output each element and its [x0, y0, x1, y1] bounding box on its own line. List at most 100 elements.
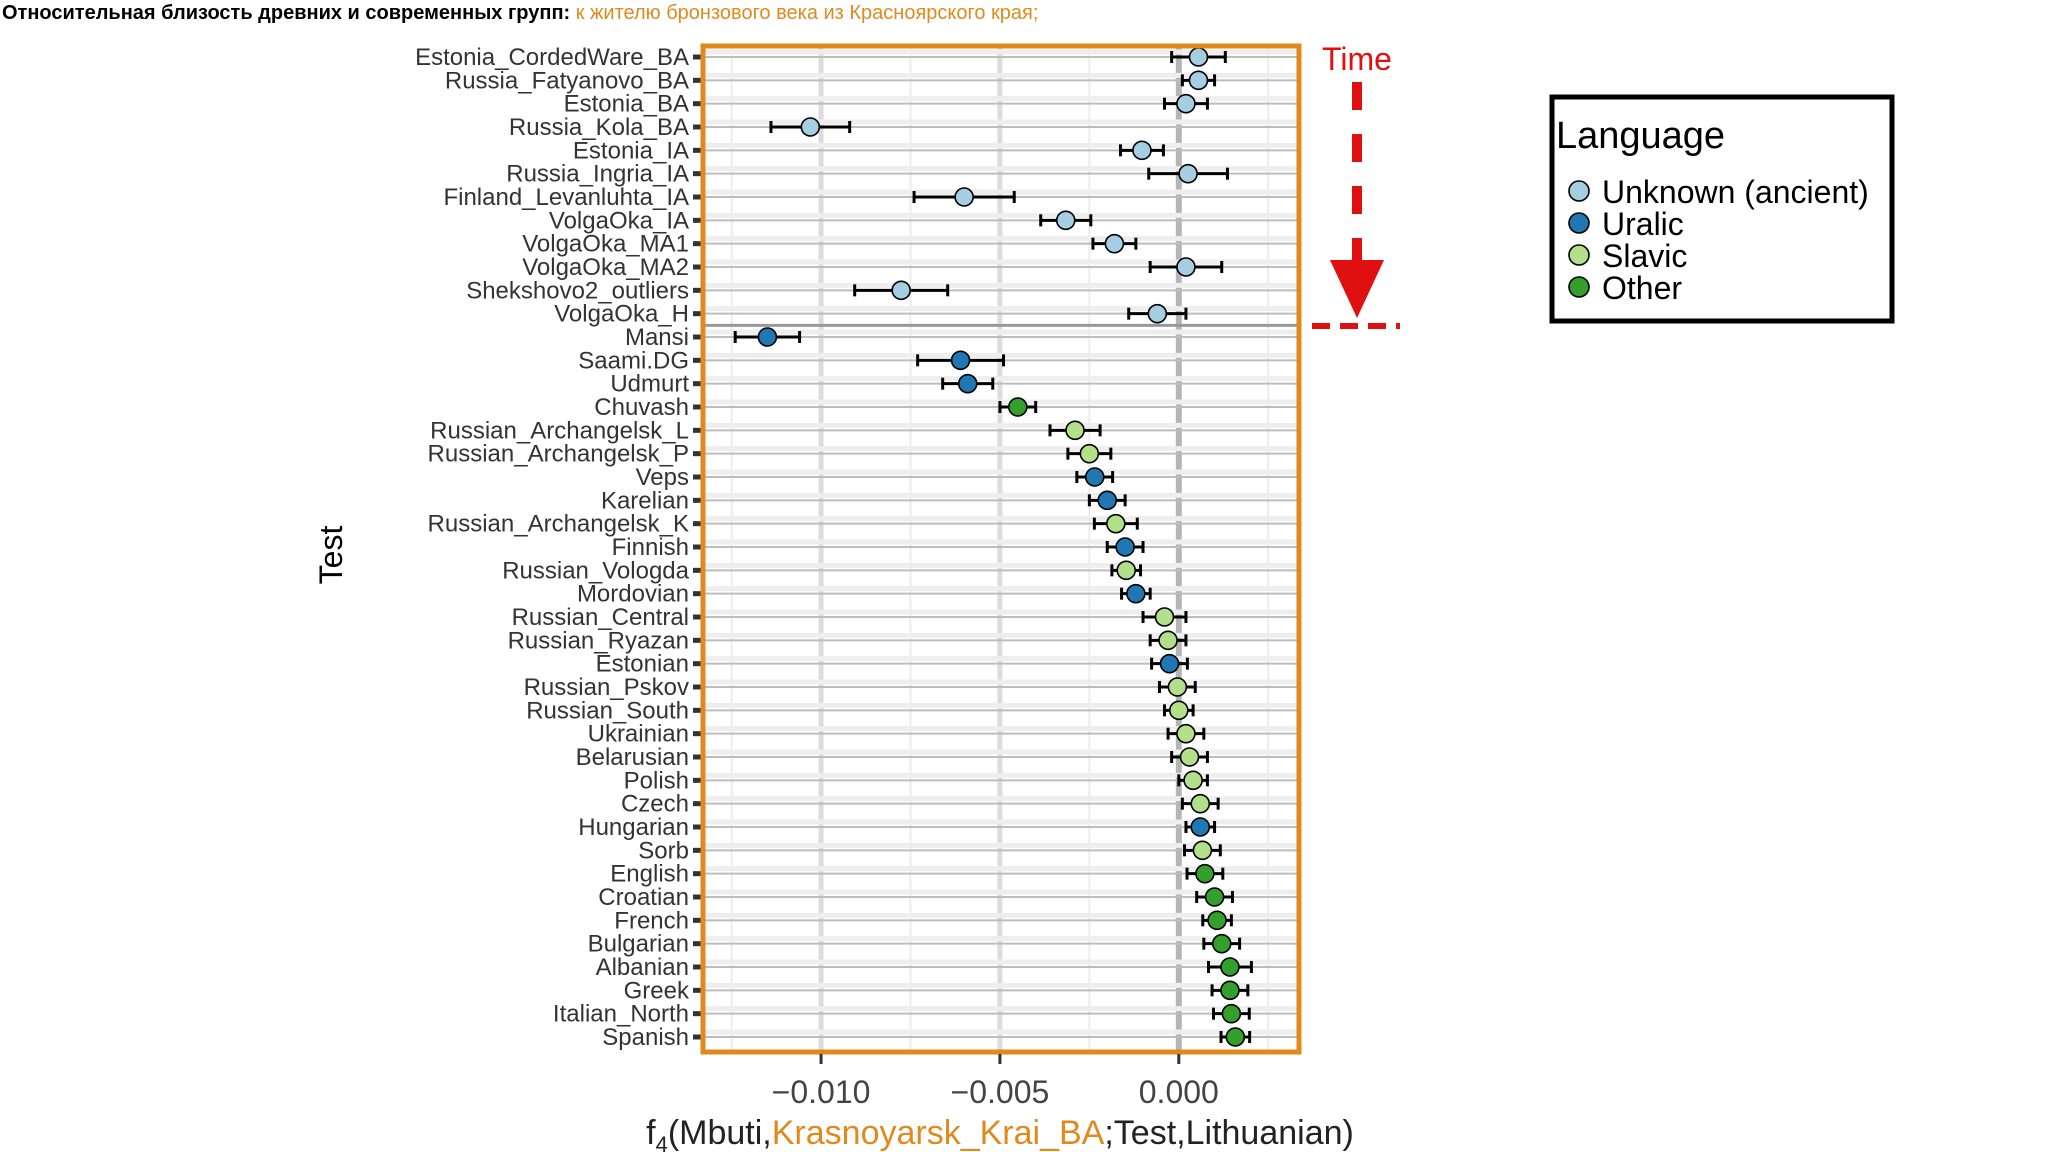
data-point: [1132, 140, 1152, 161]
data-point: [1106, 513, 1126, 534]
y-tick-label: Chuvash: [594, 394, 689, 421]
y-tick-label: Hungarian: [578, 814, 689, 841]
data-point: [950, 350, 971, 371]
y-tick-label: Czech: [621, 791, 689, 818]
y-tick-label: Estonian: [596, 651, 689, 678]
data-point: [1188, 70, 1209, 91]
data-point: [954, 187, 974, 207]
data-point: [800, 117, 821, 137]
y-tick-label: Karelian: [601, 487, 689, 514]
y-tick-label: Shekshovo2_outliers: [466, 277, 689, 304]
x-tick-label: 0.000: [1139, 1074, 1219, 1110]
y-tick-label: Udmurt: [610, 371, 689, 398]
x-axis: −0.010 −0.005 0.000: [772, 1054, 1219, 1110]
y-tick-label: Finland_Levanluhta_IA: [443, 184, 689, 211]
y-tick-label: Greek: [624, 977, 690, 1004]
y-tick-label: Bulgarian: [588, 931, 689, 958]
y-tick-label: Mordovian: [577, 581, 689, 608]
data-point: [1065, 420, 1085, 441]
y-tick-label: Ukrainian: [588, 721, 689, 748]
y-tick-label: Veps: [636, 464, 689, 491]
data-point: [1176, 93, 1196, 114]
legend-box: [1549, 94, 1895, 324]
y-tick-label: Sorb: [638, 837, 689, 864]
plot-frame: [700, 43, 1302, 1055]
y-tick-label: Russian_Central: [512, 604, 689, 631]
data-point: [1176, 257, 1196, 277]
data-point: [1188, 47, 1209, 67]
y-tick-label: Albanian: [596, 954, 689, 981]
y-tick-label: French: [614, 907, 689, 934]
xlabel-sub: 4: [656, 1132, 668, 1152]
legend-swatch: [1568, 276, 1590, 298]
data-point: [1183, 770, 1203, 791]
y-tick-label: Saami.DG: [578, 347, 689, 374]
legend-label: Other: [1602, 270, 1682, 306]
y-tick-label: VolgaOka_H: [554, 301, 689, 328]
data-point: [1204, 887, 1225, 907]
y-tick-label: Russian_Ryazan: [508, 627, 689, 654]
y-tick-label: Russia_Kola_BA: [509, 114, 689, 141]
y-tick-label: Russian_Archangelsk_L: [430, 417, 689, 444]
data-point: [1220, 980, 1240, 1001]
legend-swatch: [1568, 180, 1590, 202]
y-tick-label: Russian_Vologda: [502, 557, 689, 584]
legend-title: Language: [1556, 115, 1725, 157]
data-point: [1158, 630, 1178, 651]
data-point: [1126, 583, 1146, 604]
data-point: [1079, 443, 1100, 464]
y-tick-label: Estonia_IA: [573, 137, 689, 164]
y-tick-label: English: [610, 861, 689, 888]
legend: Language Unknown (ancient)UralicSlavicOt…: [1549, 94, 1895, 324]
xlabel-b: ;Test,Lithuanian): [1104, 1114, 1354, 1152]
y-tick-label: VolgaOka_IA: [549, 207, 689, 234]
data-point: [1168, 700, 1189, 721]
legend-swatch: [1568, 244, 1590, 266]
data-point: [1207, 910, 1227, 931]
y-tick-label: Finnish: [612, 534, 689, 561]
y-tick-label: Mansi: [625, 324, 689, 351]
data-point: [1221, 1003, 1242, 1024]
data-point: [1190, 793, 1211, 814]
data-point: [1195, 863, 1215, 884]
legend-label: Uralic: [1602, 206, 1684, 242]
data-point: [1147, 303, 1168, 324]
y-tick-label: Italian_North: [553, 1001, 689, 1028]
y-tick-label: Spanish: [602, 1024, 689, 1051]
x-axis-label: f4(Mbuti,Krasnoyarsk_Krai_BA;Test,Lithua…: [646, 1114, 1354, 1152]
data-point: [1084, 467, 1105, 487]
data-point: [1220, 957, 1240, 977]
y-tick-label: Belarusian: [576, 744, 689, 771]
y-tick-label: Russia_Ingria_IA: [506, 161, 689, 188]
y-tick-label: Russian_Archangelsk_K: [428, 511, 689, 538]
y-tick-label: VolgaOka_MA2: [522, 254, 689, 281]
data-point: [1104, 233, 1125, 254]
data-point: [1159, 653, 1180, 674]
time-arrow-head: [1330, 260, 1384, 318]
xlabel-f: f: [646, 1114, 656, 1152]
data-point: [1178, 163, 1198, 184]
data-point: [1176, 723, 1196, 744]
data-point: [1055, 210, 1076, 231]
y-tick-label: Russian_Pskov: [524, 674, 689, 701]
data-point: [1192, 840, 1213, 861]
y-tick-label: Polish: [624, 767, 689, 794]
y-axis-label: Test: [313, 526, 349, 585]
data-point: [1116, 560, 1137, 581]
y-tick-label: Russian_South: [526, 697, 689, 724]
data-points: [733, 47, 1253, 1047]
legend-swatch: [1568, 212, 1590, 234]
data-point: [1008, 397, 1028, 417]
xlabel-target: Krasnoyarsk_Krai_BA: [772, 1114, 1105, 1152]
x-tick-label: −0.005: [951, 1074, 1050, 1110]
time-arrow: Time: [1312, 41, 1400, 329]
data-point: [757, 327, 778, 347]
y-tick-label: Russia_Fatyanovo_BA: [445, 67, 689, 94]
data-point: [1225, 1027, 1246, 1047]
title-main: Относительная близость древних и совреме…: [2, 2, 571, 24]
x-tick-label: −0.010: [772, 1074, 871, 1110]
legend-label: Slavic: [1602, 238, 1687, 274]
data-point: [891, 280, 911, 301]
title-highlight: к жителю бронзового века из Красноярског…: [575, 2, 1039, 24]
data-point: [1190, 817, 1211, 837]
